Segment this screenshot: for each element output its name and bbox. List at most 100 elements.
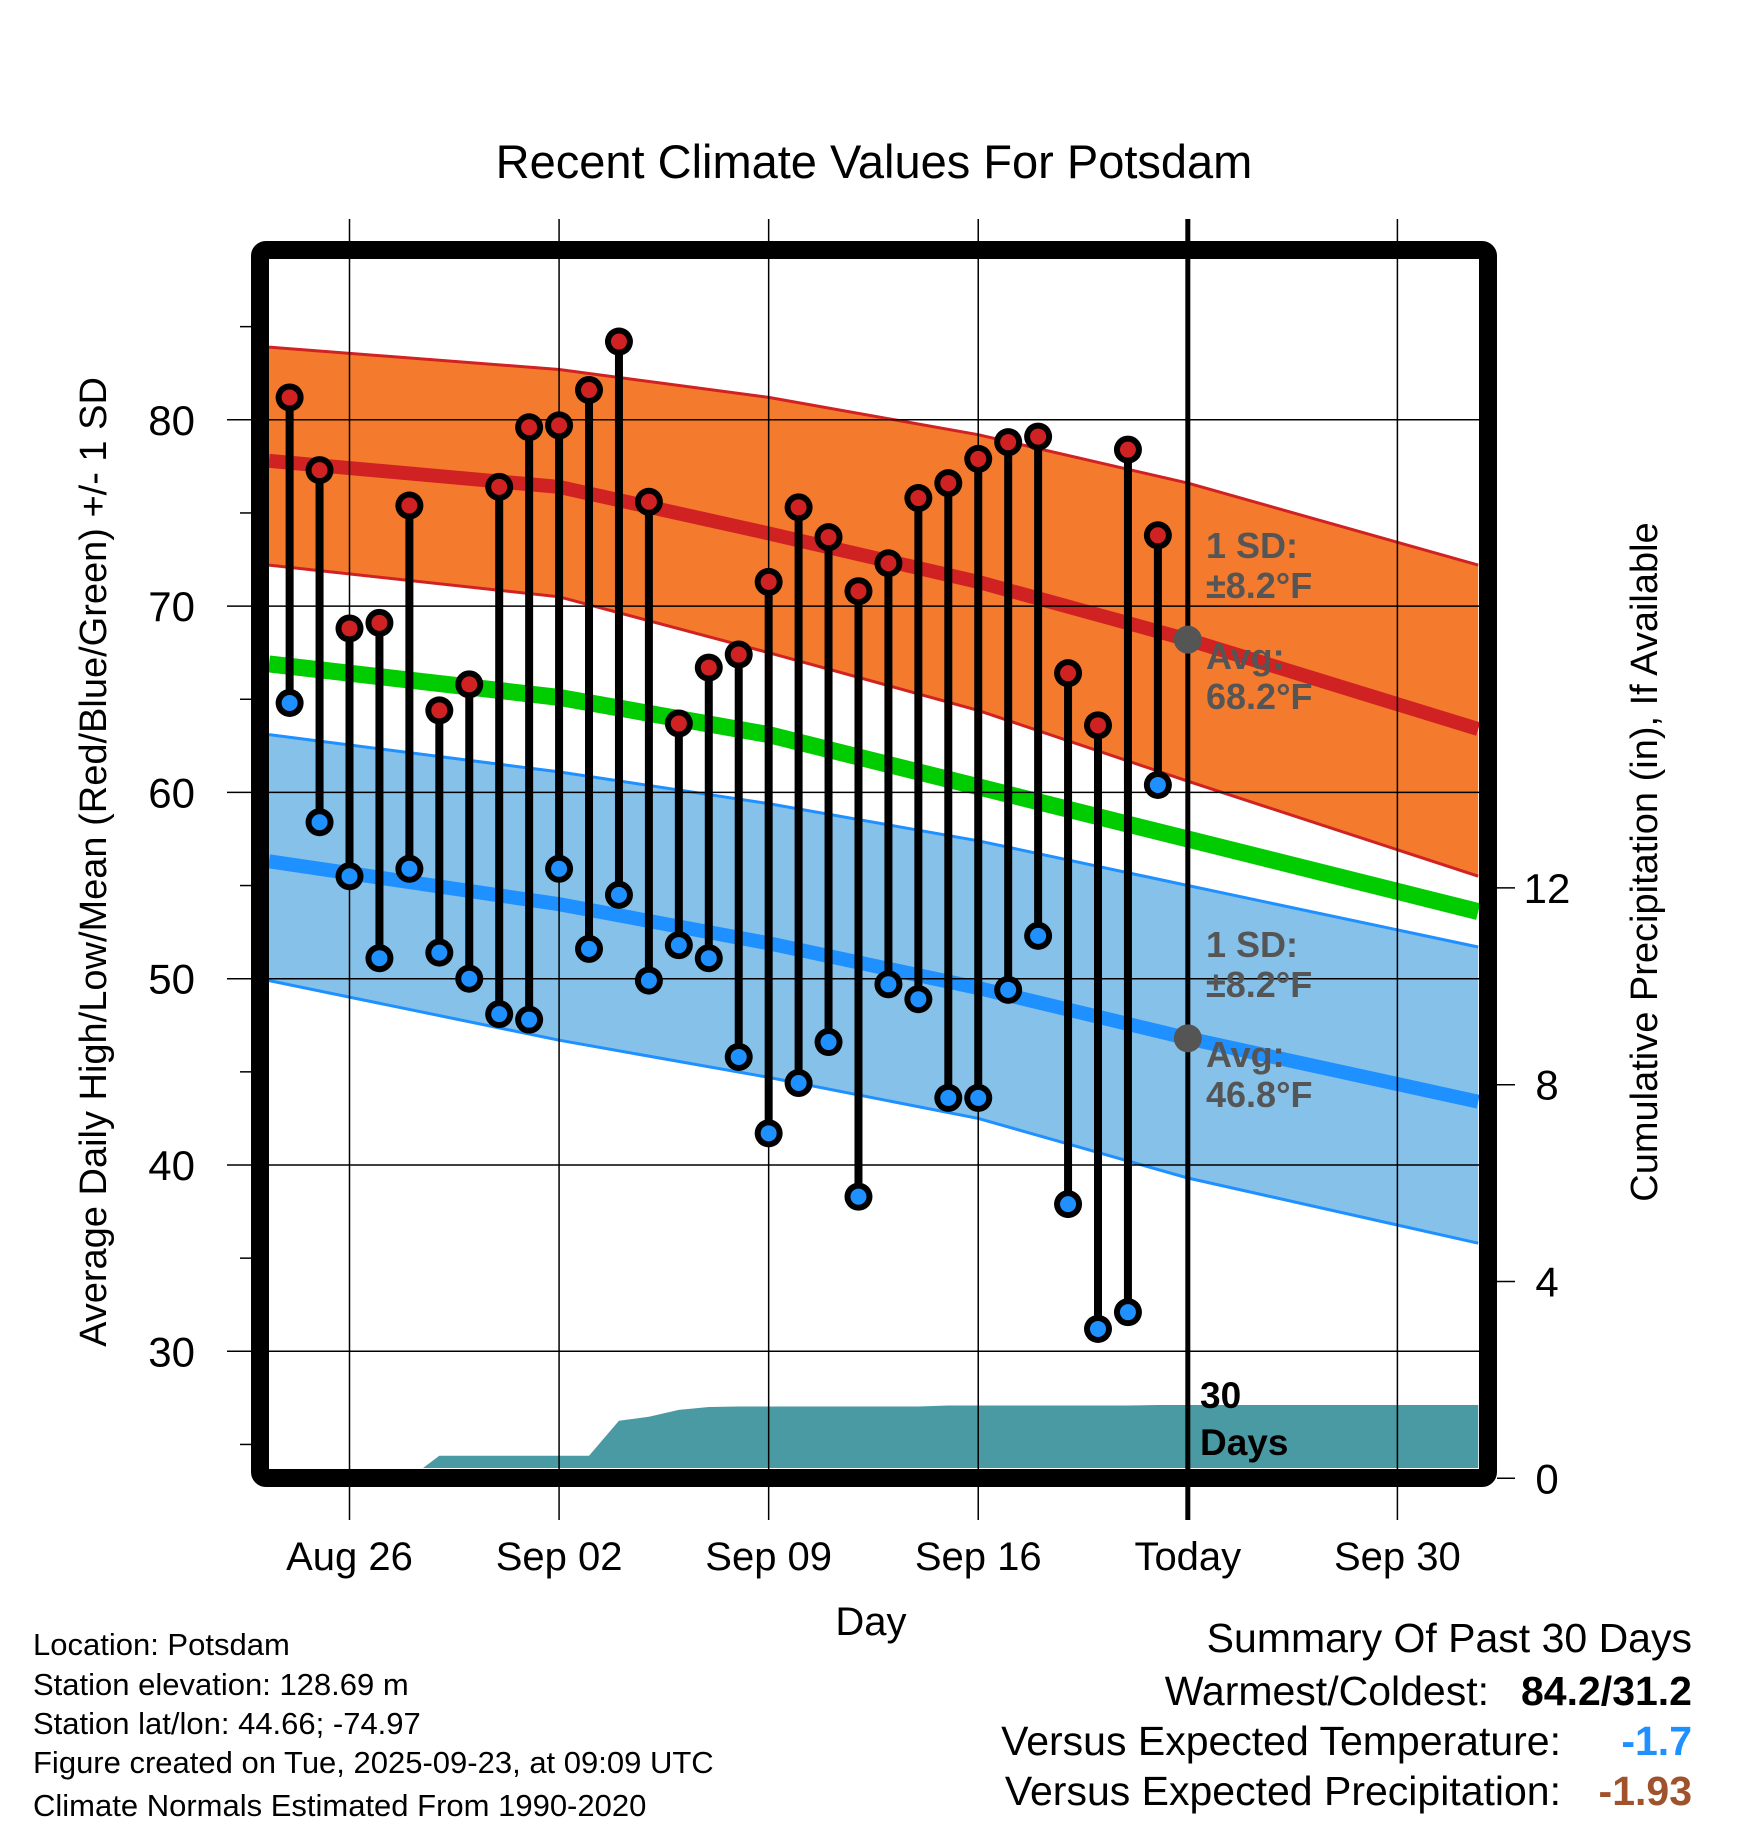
daily-temperature-marks (275, 327, 1172, 1343)
low-sd-label: 1 SD: (1206, 924, 1298, 965)
low-point (1090, 1320, 1106, 1337)
low-point (401, 860, 418, 877)
low-sd-band (269, 734, 1479, 1244)
high-point (1149, 527, 1166, 544)
low-normal-line (269, 854, 1479, 1109)
high-sd-band-upper-edge (269, 345, 1479, 567)
high-point (730, 646, 747, 663)
high-point (940, 475, 957, 492)
high-point (1030, 428, 1047, 445)
low-point (910, 991, 927, 1008)
y-tick-label: 40 (148, 1142, 195, 1189)
footer-elevation: Station elevation: 128.69 m (33, 1667, 409, 1702)
y2-tick-label: 8 (1535, 1062, 1558, 1109)
summary-temp-value: -1.7 (1621, 1718, 1692, 1764)
low-point (670, 937, 687, 954)
low-point (491, 1006, 508, 1023)
today-low-avg-dot (1173, 1024, 1202, 1053)
high-point (640, 493, 657, 510)
high-point (610, 333, 627, 350)
x-axis-label: Day (835, 1600, 906, 1644)
high-point (970, 450, 987, 467)
plot-frame (251, 241, 1497, 1487)
x-tick-label: Sep 02 (496, 1535, 623, 1579)
x-tick-label: Today (1134, 1535, 1241, 1579)
high-sd-label: 1 SD: (1206, 525, 1298, 566)
high-point (431, 702, 448, 719)
y-axis-label: Average Daily High/Low/Mean (Red/Blue/Gr… (73, 377, 115, 1347)
high-avg-value: 68.2°F (1206, 676, 1312, 717)
high-point (790, 499, 807, 516)
low-point (700, 950, 717, 967)
low-sd-band-lower-edge (269, 979, 1479, 1245)
cumulative-precipitation-fill (423, 1404, 1479, 1468)
high-avg-label: Avg: (1206, 636, 1285, 677)
low-point (581, 940, 598, 957)
low-point (1030, 927, 1047, 944)
low-avg-value: 46.8°F (1206, 1074, 1312, 1115)
low-point (1149, 776, 1166, 793)
low-point (1119, 1304, 1136, 1321)
low-point (970, 1089, 987, 1106)
low-avg-label: Avg: (1206, 1034, 1285, 1075)
high-point (700, 659, 717, 676)
x-tick-label: Sep 16 (915, 1535, 1042, 1579)
low-point (940, 1089, 957, 1106)
summary-title: Summary Of Past 30 Days (1206, 1615, 1692, 1661)
y2-tick-label: 12 (1524, 865, 1571, 912)
y2-axis-label: Cumulative Precipitation (in), If Availa… (1624, 522, 1666, 1201)
y-tick-label: 60 (148, 769, 195, 816)
high-point (850, 583, 867, 600)
window-label-days: Days (1200, 1422, 1288, 1463)
low-point (431, 944, 448, 961)
x-tick-label: Sep 30 (1334, 1535, 1461, 1579)
high-point (371, 614, 388, 631)
high-point (880, 555, 897, 572)
precipitation-area (423, 1404, 1479, 1468)
y2-tick-label: 0 (1535, 1455, 1558, 1502)
y-tick-label: 30 (148, 1328, 195, 1375)
y-tick-label: 70 (148, 583, 195, 630)
footer-normals: Climate Normals Estimated From 1990-2020 (33, 1788, 647, 1823)
chart-title: Recent Climate Values For Potsdam (496, 135, 1253, 188)
low-point (880, 976, 897, 993)
high-point (1090, 717, 1106, 734)
y-tick-label: 80 (148, 397, 195, 444)
low-sd-value: ±8.2°F (1206, 964, 1312, 1005)
low-point (341, 868, 358, 885)
high-sd-value: ±8.2°F (1206, 565, 1312, 606)
low-point (461, 970, 478, 987)
today-high-avg-dot (1173, 625, 1202, 654)
high-point (1060, 665, 1077, 682)
low-point (730, 1048, 747, 1065)
high-sd-band (269, 347, 1479, 877)
high-point (670, 715, 687, 732)
high-point (311, 462, 328, 479)
high-point (521, 419, 538, 436)
high-point (581, 381, 598, 398)
low-point (311, 814, 328, 831)
y2-tick-label: 4 (1535, 1259, 1558, 1306)
high-point (551, 417, 568, 434)
high-point (341, 620, 358, 637)
low-point (640, 972, 657, 989)
axes: Aug 26 Sep 02 Sep 09 Sep 16 Today Sep 3030405… (148, 325, 1571, 1579)
low-point (760, 1125, 777, 1142)
low-point (1000, 981, 1017, 998)
high-point (461, 676, 478, 693)
footer-location: Location: Potsdam (33, 1627, 290, 1662)
normal-bands (269, 345, 1479, 1245)
summary-warmest-value: 84.2/31.2 (1521, 1668, 1692, 1714)
mean-normal-line (269, 655, 1479, 920)
low-point (850, 1188, 867, 1205)
summary-precip-value: -1.93 (1598, 1768, 1692, 1814)
low-point (1060, 1196, 1077, 1213)
high-point (281, 389, 298, 406)
window-label-number: 30 (1200, 1375, 1241, 1416)
footer-latlon: Station lat/lon: 44.66; -74.97 (33, 1706, 421, 1741)
high-point (760, 573, 777, 590)
low-sd-band-upper-edge (269, 733, 1479, 949)
summary-temp-label: Versus Expected Temperature: (1001, 1718, 1561, 1764)
high-point (1119, 441, 1136, 458)
